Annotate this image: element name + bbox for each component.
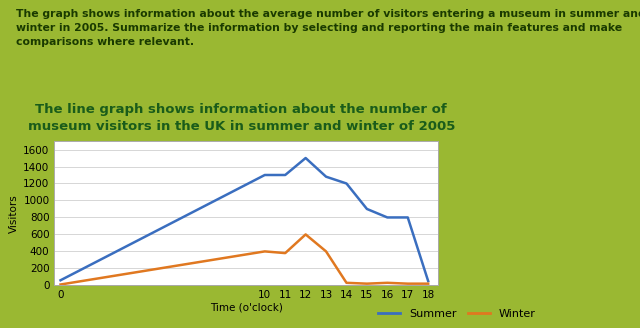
X-axis label: Time (o'clock): Time (o'clock) bbox=[210, 303, 283, 313]
Y-axis label: Visitors: Visitors bbox=[9, 194, 19, 233]
Legend: Summer, Winter: Summer, Winter bbox=[374, 304, 540, 323]
Text: The line graph shows information about the number of
museum visitors in the UK i: The line graph shows information about t… bbox=[28, 103, 455, 133]
Text: The graph shows information about the average number of visitors entering a muse: The graph shows information about the av… bbox=[15, 9, 640, 47]
